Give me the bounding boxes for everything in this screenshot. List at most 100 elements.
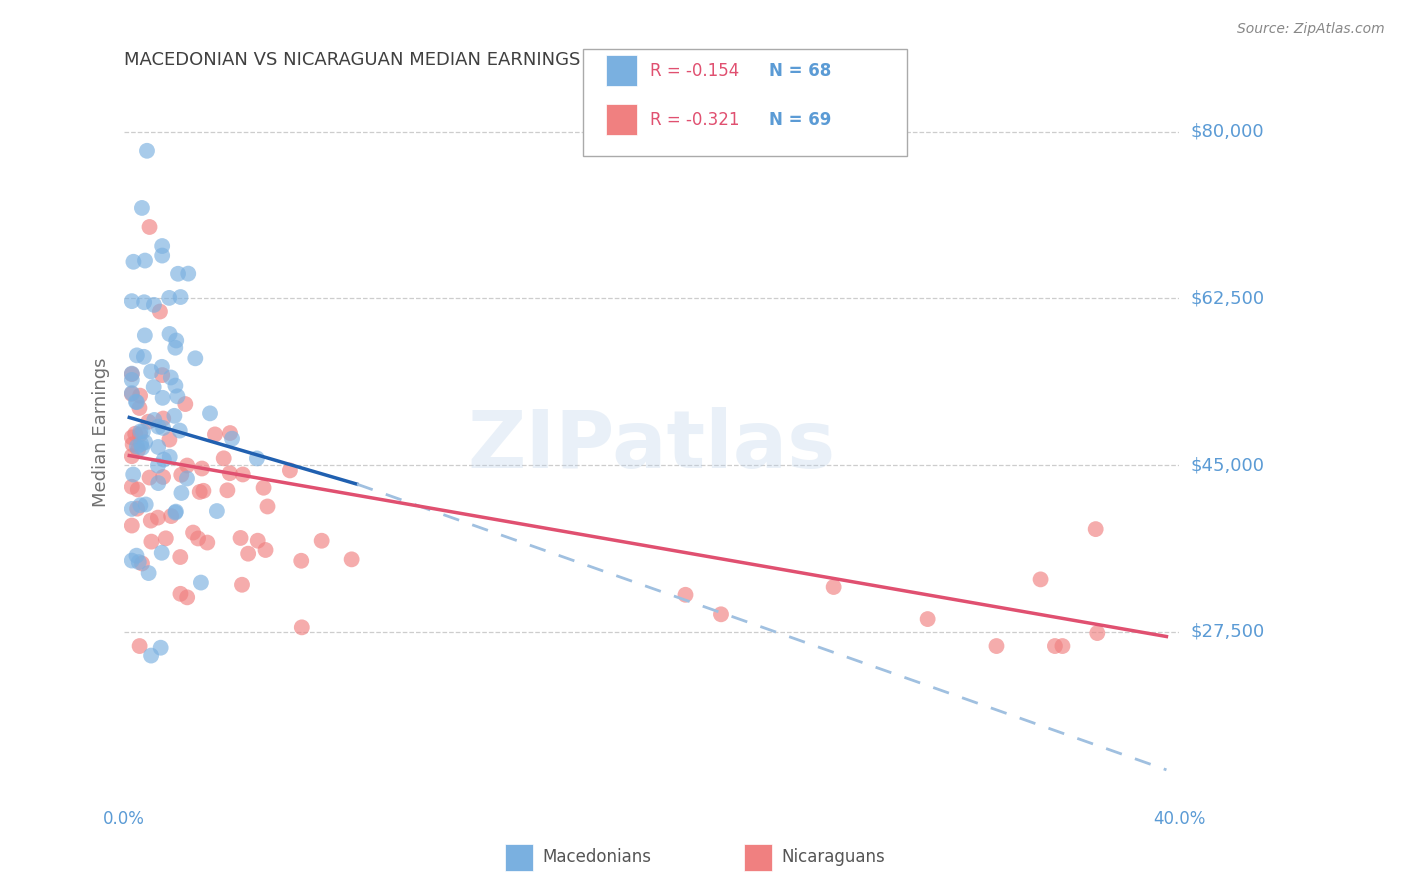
Point bbox=[129, 427, 152, 442]
Point bbox=[204, 427, 226, 442]
Point bbox=[139, 648, 162, 663]
Text: ZIPatlas: ZIPatlas bbox=[468, 407, 835, 484]
Text: 40.0%: 40.0% bbox=[1153, 810, 1205, 828]
Point bbox=[218, 466, 240, 480]
Point bbox=[205, 504, 228, 518]
Point bbox=[132, 425, 155, 439]
Point bbox=[152, 411, 174, 425]
Point bbox=[1043, 639, 1066, 653]
Point bbox=[142, 380, 165, 394]
Point bbox=[167, 267, 190, 281]
Point bbox=[191, 461, 214, 475]
Point bbox=[136, 144, 159, 158]
Point bbox=[121, 553, 143, 567]
Point bbox=[176, 458, 198, 473]
Point bbox=[160, 509, 183, 524]
Point bbox=[675, 588, 697, 602]
Point bbox=[150, 239, 173, 253]
Point bbox=[121, 386, 143, 401]
Point bbox=[121, 502, 143, 516]
Point bbox=[124, 426, 146, 441]
Point bbox=[221, 432, 243, 446]
Point bbox=[121, 430, 143, 444]
Point bbox=[193, 483, 215, 498]
Point bbox=[311, 533, 333, 548]
Point bbox=[121, 518, 143, 533]
Point bbox=[138, 566, 160, 580]
Point bbox=[184, 351, 207, 366]
Point bbox=[121, 437, 143, 451]
Point bbox=[134, 435, 156, 450]
Point bbox=[127, 483, 149, 497]
Point bbox=[121, 373, 143, 387]
Point bbox=[169, 290, 191, 304]
Y-axis label: Median Earnings: Median Earnings bbox=[93, 357, 110, 507]
Point bbox=[127, 442, 149, 457]
Point bbox=[134, 253, 156, 268]
Text: $80,000: $80,000 bbox=[1191, 123, 1264, 141]
Point bbox=[121, 387, 143, 401]
Point bbox=[128, 401, 150, 415]
Point bbox=[153, 452, 176, 467]
Point bbox=[176, 591, 198, 605]
Point bbox=[131, 201, 153, 215]
Text: R = -0.321: R = -0.321 bbox=[650, 111, 740, 128]
Point bbox=[141, 534, 163, 549]
Point bbox=[121, 367, 143, 381]
Point bbox=[165, 505, 187, 519]
Point bbox=[1084, 522, 1107, 536]
Point bbox=[174, 397, 197, 411]
Point bbox=[121, 367, 143, 381]
Point bbox=[148, 419, 170, 434]
Point bbox=[121, 449, 143, 463]
Point bbox=[986, 639, 1008, 653]
Point bbox=[150, 368, 173, 383]
Point bbox=[134, 295, 156, 310]
Point bbox=[190, 575, 212, 590]
Point bbox=[170, 467, 193, 482]
Point bbox=[229, 531, 252, 545]
Point bbox=[122, 467, 145, 482]
Text: Source: ZipAtlas.com: Source: ZipAtlas.com bbox=[1237, 22, 1385, 37]
Point bbox=[121, 294, 143, 309]
Point bbox=[166, 389, 188, 403]
Point bbox=[135, 498, 157, 512]
Point bbox=[236, 547, 259, 561]
Point bbox=[155, 532, 177, 546]
Point bbox=[127, 501, 149, 516]
Point bbox=[181, 525, 204, 540]
Point bbox=[291, 620, 314, 634]
Point bbox=[917, 612, 939, 626]
Point bbox=[170, 486, 193, 500]
Point bbox=[823, 580, 845, 594]
Point bbox=[138, 219, 160, 234]
Point bbox=[139, 514, 162, 528]
Point bbox=[169, 549, 191, 564]
Point bbox=[146, 510, 169, 524]
Point bbox=[165, 341, 187, 355]
Text: N = 68: N = 68 bbox=[769, 62, 831, 79]
Text: $27,500: $27,500 bbox=[1191, 623, 1264, 640]
Point bbox=[340, 552, 363, 566]
Point bbox=[129, 498, 152, 512]
Point bbox=[152, 421, 174, 435]
Point bbox=[152, 391, 174, 405]
Point bbox=[195, 535, 218, 549]
Point bbox=[149, 640, 172, 655]
Point bbox=[125, 394, 148, 409]
Point bbox=[177, 267, 200, 281]
Point bbox=[128, 555, 150, 569]
Point bbox=[252, 481, 274, 495]
Point bbox=[159, 370, 181, 384]
Point bbox=[246, 451, 269, 466]
Point bbox=[138, 415, 160, 429]
Point bbox=[254, 543, 277, 558]
Point bbox=[131, 557, 153, 571]
Point bbox=[129, 425, 152, 439]
Point bbox=[169, 424, 191, 438]
Point bbox=[256, 500, 278, 514]
Point bbox=[125, 440, 148, 454]
Text: N = 69: N = 69 bbox=[769, 111, 831, 128]
Point bbox=[710, 607, 733, 622]
Point bbox=[1052, 639, 1074, 653]
